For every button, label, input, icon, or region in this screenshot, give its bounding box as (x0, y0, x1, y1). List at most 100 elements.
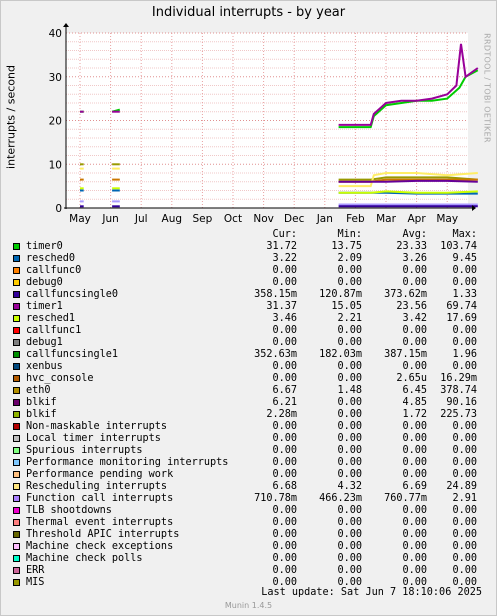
legend-swatch (13, 363, 20, 370)
legend-row: Performance monitoring interrupts 0.00 0.0… (12, 457, 482, 469)
legend-avg-value: 0.00 (402, 361, 427, 372)
legend: Cur: Min: Avg: Max: timer0 31.72 13.75 23.3… (12, 229, 482, 589)
legend-series-name: timer1 (26, 301, 63, 312)
legend-max-value: 90.16 (446, 397, 477, 408)
legend-cur-value: 0.00 (272, 433, 297, 444)
legend-swatch (13, 531, 20, 538)
legend-avg-value: 0.00 (402, 265, 427, 276)
legend-avg-value: 0.00 (402, 277, 427, 288)
legend-series-name: resched0 (26, 253, 76, 264)
legend-row: Performance pending work 0.00 0.00 0.00 0.00 (12, 469, 482, 481)
legend-swatch (13, 387, 20, 394)
legend-cur-value: 0.00 (272, 469, 297, 480)
legend-cur-value: 358.15m (254, 289, 297, 300)
legend-avg-value: 760.77m (384, 493, 427, 504)
legend-series-name: debug0 (26, 277, 63, 288)
legend-max-value: 16.29m (440, 373, 477, 384)
x-tick-label: Jul (134, 213, 148, 225)
legend-max-value: 0.00 (452, 433, 477, 444)
legend-cur-value: 0.00 (272, 541, 297, 552)
legend-avg-value: 0.00 (402, 529, 427, 540)
legend-avg-value: 0.00 (402, 457, 427, 468)
legend-max-value: 0.00 (452, 553, 477, 564)
legend-series-name: Spurious interrupts (26, 445, 143, 456)
legend-cur-value: 3.46 (272, 313, 297, 324)
legend-series-name: callfunc1 (26, 325, 82, 336)
header-cur: Cur: (272, 229, 297, 240)
legend-max-value: 0.00 (452, 577, 477, 588)
legend-max-value: 0.00 (452, 361, 477, 372)
legend-series-name: eth0 (26, 385, 51, 396)
legend-cur-value: 0.00 (272, 517, 297, 528)
legend-swatch (13, 567, 20, 574)
legend-row: timer0 31.72 13.75 23.33 103.74 (12, 241, 482, 253)
legend-cur-value: 0.00 (272, 553, 297, 564)
legend-max-value: 0.00 (452, 541, 477, 552)
y-tick-label: 10 (49, 159, 62, 171)
x-tick-label: Aug (162, 213, 183, 225)
legend-avg-value: 3.26 (402, 253, 427, 264)
legend-swatch (13, 303, 20, 310)
legend-min-value: 4.32 (337, 481, 362, 492)
legend-row: Threshold APIC interrupts 0.00 0.00 0.00 0.0… (12, 529, 482, 541)
legend-max-value: 103.74 (440, 241, 477, 252)
chart-title: Individual interrupts - by year (151, 5, 346, 20)
legend-row: callfuncsingle0 358.15m 120.87m 373.62m 1.33 (12, 289, 482, 301)
legend-row: timer1 31.37 15.05 23.56 69.74 (12, 301, 482, 313)
legend-cur-value: 0.00 (272, 325, 297, 336)
legend-series-name: TLB shootdowns (26, 505, 112, 516)
x-tick-label: Dec (284, 213, 305, 225)
legend-swatch (13, 267, 20, 274)
legend-max-value: 0.00 (452, 517, 477, 528)
legend-avg-value: 0.00 (402, 517, 427, 528)
legend-cur-value: 31.37 (266, 301, 297, 312)
legend-row: callfunc1 0.00 0.00 0.00 0.00 (12, 325, 482, 337)
legend-row: Thermal event interrupts 0.00 0.00 0.00 0.00 (12, 517, 482, 529)
legend-avg-value: 0.00 (402, 505, 427, 516)
legend-swatch (13, 471, 20, 478)
legend-series-name: Machine check exceptions (26, 541, 174, 552)
legend-swatch (13, 291, 20, 298)
legend-cur-value: 0.00 (272, 457, 297, 468)
legend-avg-value: 6.69 (402, 481, 427, 492)
legend-min-value: 0.00 (337, 517, 362, 528)
legend-swatch (13, 483, 20, 490)
legend-swatch (13, 447, 20, 454)
legend-series-name: debug1 (26, 337, 63, 348)
x-tick-label: Oct (224, 213, 242, 225)
legend-series-name: Thermal event interrupts (26, 517, 174, 528)
legend-swatch (13, 399, 20, 406)
legend-min-value: 0.00 (337, 361, 362, 372)
x-tick-label: Feb (346, 213, 365, 225)
legend-avg-value: 23.33 (396, 241, 427, 252)
y-tick-label: 0 (55, 203, 62, 215)
legend-cur-value: 3.22 (272, 253, 297, 264)
legend-series-name: blkif (26, 409, 57, 420)
legend-min-value: 0.00 (337, 277, 362, 288)
legend-series-name: Rescheduling interrupts (26, 481, 168, 492)
legend-max-value: 0.00 (452, 457, 477, 468)
legend-max-value: 2.91 (452, 493, 477, 504)
y-tick-label: 20 (49, 116, 62, 128)
legend-avg-value: 23.56 (396, 301, 427, 312)
legend-row: callfunc0 0.00 0.00 0.00 0.00 (12, 265, 482, 277)
legend-min-value: 2.09 (337, 253, 362, 264)
legend-min-value: 1.48 (337, 385, 362, 396)
legend-cur-value: 2.28m (266, 409, 297, 420)
legend-series-name: callfunc0 (26, 265, 82, 276)
legend-min-value: 15.05 (331, 301, 362, 312)
legend-row: TLB shootdowns 0.00 0.00 0.00 0.00 (12, 505, 482, 517)
legend-row: eth0 6.67 1.48 6.45 378.74 (12, 385, 482, 397)
legend-min-value: 0.00 (337, 409, 362, 420)
legend-max-value: 9.45 (452, 253, 477, 264)
legend-avg-value: 6.45 (402, 385, 427, 396)
legend-max-value: 0.00 (452, 421, 477, 432)
legend-min-value: 0.00 (337, 433, 362, 444)
legend-series-name: ERR (26, 565, 45, 576)
last-update: Last update: Sat Jun 7 18:10:06 2025 (261, 587, 482, 598)
legend-cur-value: 6.68 (272, 481, 297, 492)
legend-min-value: 0.00 (337, 325, 362, 336)
legend-series-name: callfuncsingle1 (26, 349, 119, 360)
legend-series-name: MIS (26, 577, 45, 588)
legend-min-value: 0.00 (337, 505, 362, 516)
